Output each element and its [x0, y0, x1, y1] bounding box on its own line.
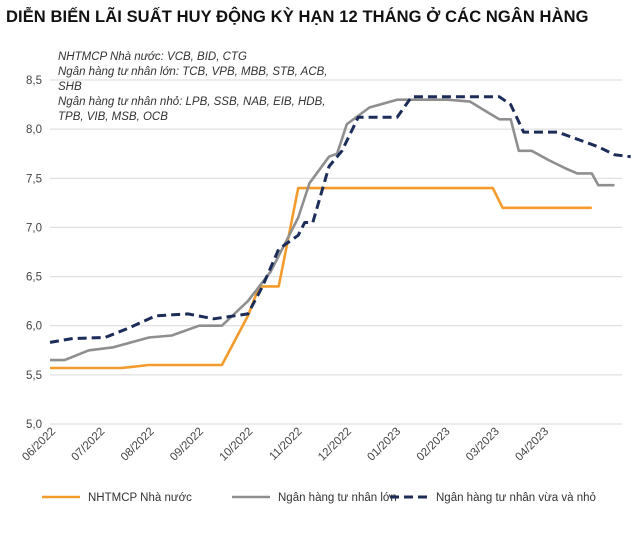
y-tick-label: 6,0: [26, 321, 42, 333]
series-line-3: [49, 95, 631, 344]
note-line: Ngân hàng tư nhân lớn: TCB, VPB, MBB, ST…: [58, 66, 328, 78]
series-lines: [49, 95, 631, 370]
chart-notes: NHTMCP Nhà nước: VCB, BID, CTG Ngân hàng …: [58, 51, 328, 123]
note-line: SHB: [58, 81, 82, 93]
x-tick-label: 10/2022: [217, 426, 255, 464]
y-tick-label: 7,5: [26, 173, 42, 185]
x-tick-label: 07/2022: [70, 426, 108, 464]
x-tick-label: 04/2023: [513, 426, 551, 464]
y-tick-label: 7,0: [26, 222, 42, 234]
legend-label: Ngân hàng tư nhân lớn: [278, 492, 397, 504]
chart-title: DIỄN BIẾN LÃI SUẤT HUY ĐỘNG KỲ HẠN 12 TH…: [6, 8, 589, 26]
x-axis-ticks: 06/2022 07/2022 08/2022 09/2022 10/2022 11/20…: [20, 426, 551, 464]
legend-label: NHTMCP Nhà nước: [88, 492, 192, 504]
y-tick-label: 8,0: [26, 124, 42, 136]
x-tick-label: 12/2022: [316, 426, 354, 464]
y-axis-ticks: 5,0 5,5 6,0 6,5 7,0 7,5 8,0 8,5: [26, 75, 42, 431]
x-tick-label: 09/2022: [168, 426, 206, 464]
y-tick-label: 8,5: [26, 75, 42, 87]
gridlines: [50, 79, 622, 425]
x-tick-label: 02/2023: [415, 426, 453, 464]
series-line-2: [50, 98, 615, 362]
x-tick-label: 11/2022: [267, 426, 304, 463]
x-tick-label: 01/2023: [365, 426, 403, 464]
note-line: TPB, VIB, MSB, OCB: [58, 111, 168, 123]
y-tick-label: 5,5: [26, 370, 42, 382]
legend-label: Ngân hàng tư nhân vừa và nhỏ: [436, 492, 596, 504]
x-tick-label: 06/2022: [20, 426, 58, 464]
y-tick-label: 6,5: [26, 272, 42, 284]
x-tick-label: 03/2023: [464, 426, 502, 464]
x-tick-label: 08/2022: [119, 426, 157, 464]
note-line: NHTMCP Nhà nước: VCB, BID, CTG: [58, 51, 247, 63]
legend: NHTMCP Nhà nước Ngân hàng tư nhân lớn Ngân…: [42, 492, 596, 504]
note-line: Ngân hàng tư nhân nhỏ: LPB, SSB, NAB, EI…: [58, 96, 325, 108]
y-tick-label: 5,0: [26, 419, 42, 431]
